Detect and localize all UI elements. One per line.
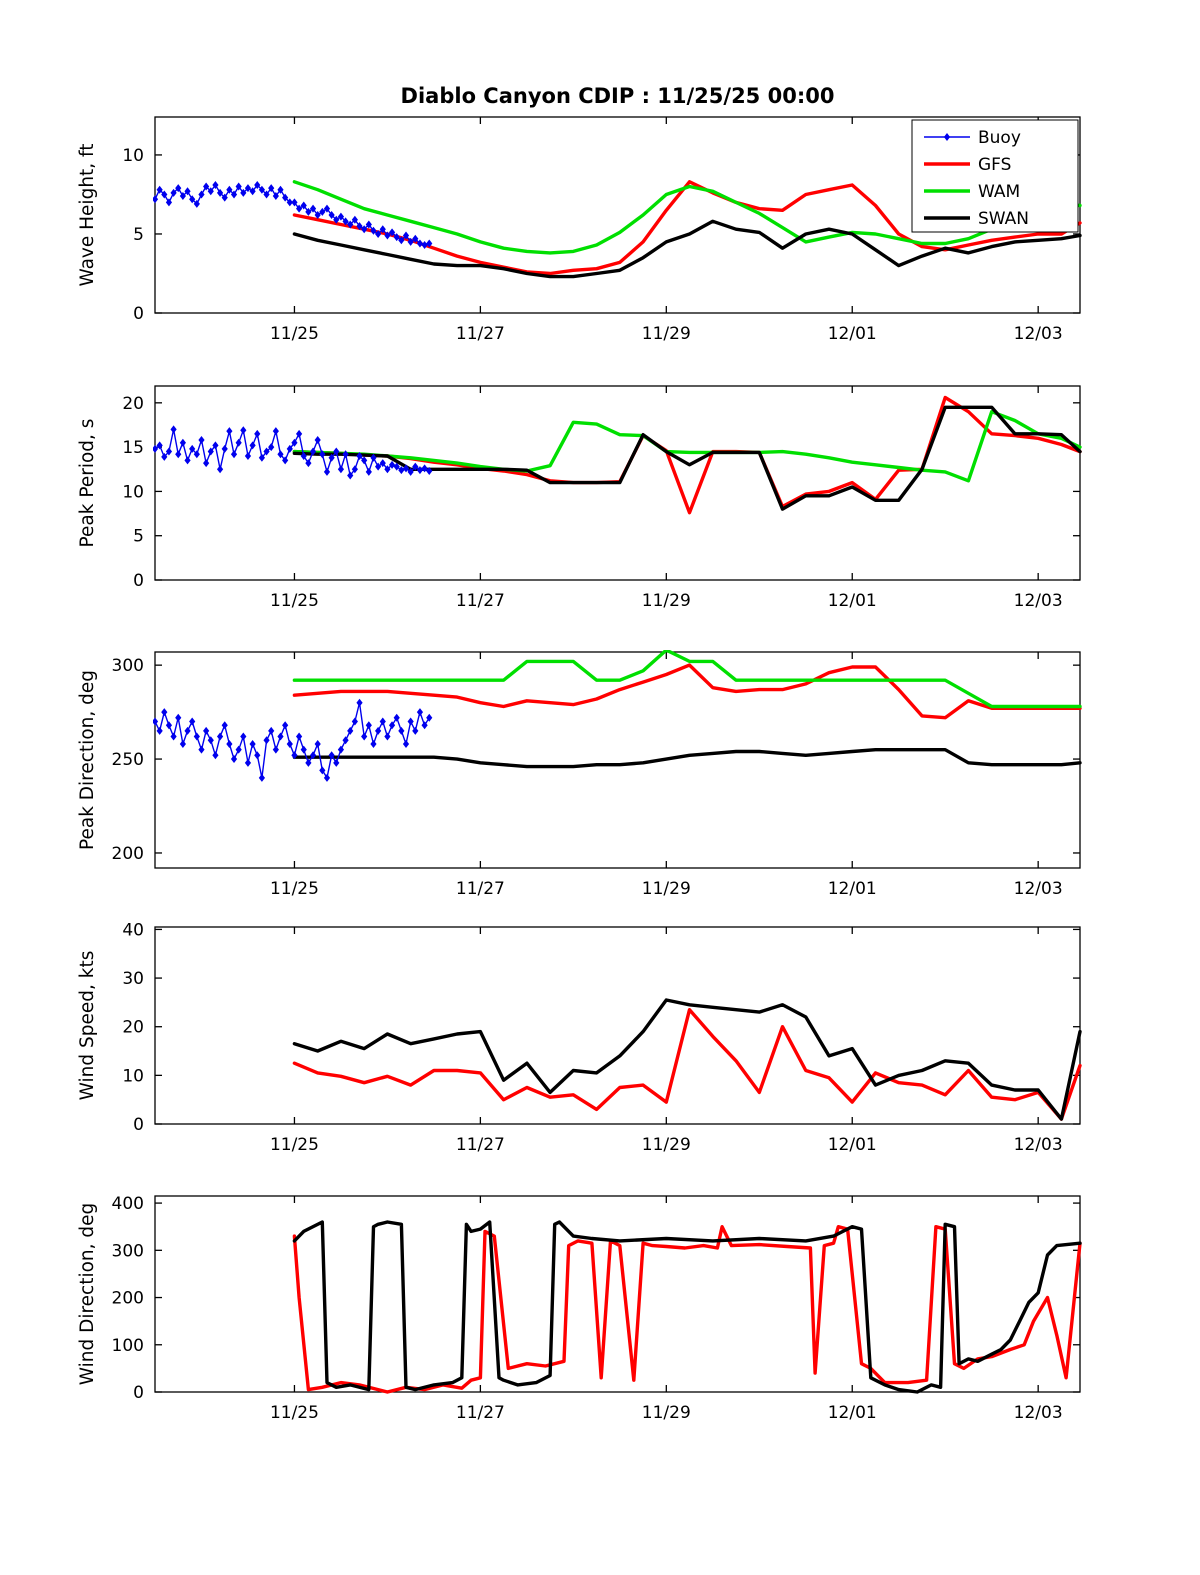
x-tick-label: 12/01 bbox=[828, 1403, 877, 1423]
y-tick-label: 10 bbox=[122, 482, 144, 502]
panel-peak-period: 11/25 11/27 11/29 12/01 12/03 0 5 10 15 20 Peak Pe… bbox=[77, 385, 1082, 611]
y-axis-label: Wave Height, ft bbox=[77, 143, 98, 286]
y-tick-label: 15 bbox=[122, 438, 144, 458]
x-tick-label: 12/03 bbox=[1014, 1135, 1063, 1155]
legend-marker-buoy bbox=[943, 133, 951, 141]
x-tick-label: 12/01 bbox=[828, 324, 877, 344]
panel-peak-direction: 11/25 11/27 11/29 12/01 12/03 200 250 300 Peak D… bbox=[77, 650, 1082, 899]
y-tick-label: 200 bbox=[112, 1289, 144, 1309]
y-tick-label: 40 bbox=[122, 920, 144, 940]
axes-box bbox=[154, 1195, 1081, 1393]
x-tick-label: 11/27 bbox=[456, 1403, 505, 1423]
series-swan-line bbox=[292, 1220, 1082, 1394]
x-tick-label: 11/27 bbox=[456, 591, 505, 611]
x-tick-label: 12/03 bbox=[1014, 324, 1063, 344]
axes-box bbox=[154, 116, 1081, 314]
legend-label: GFS bbox=[978, 155, 1011, 175]
series-wam-line bbox=[292, 410, 1082, 483]
x-tick-label: 11/29 bbox=[642, 591, 691, 611]
panel-wind-speed: 11/25 11/27 11/29 12/01 12/03 0 10 20 30 40 Wind S… bbox=[77, 920, 1082, 1155]
legend-label: Buoy bbox=[978, 128, 1021, 148]
legend-label: WAM bbox=[978, 182, 1020, 202]
series-wam-line bbox=[292, 650, 1082, 709]
y-tick-label: 20 bbox=[122, 394, 144, 414]
x-tick-label: 12/01 bbox=[828, 591, 877, 611]
x-tick-label: 12/01 bbox=[828, 1135, 877, 1155]
x-tick-label: 11/25 bbox=[270, 879, 319, 899]
y-tick-label: 300 bbox=[112, 656, 144, 676]
y-axis-label: Peak Period, s bbox=[77, 419, 98, 548]
y-tick-label: 0 bbox=[133, 1383, 144, 1403]
y-tick-label: 5 bbox=[133, 225, 144, 245]
y-tick-label: 10 bbox=[122, 1066, 144, 1086]
series-buoy-line bbox=[154, 702, 430, 779]
x-tick-label: 11/25 bbox=[270, 591, 319, 611]
x-tick-label: 11/29 bbox=[642, 1135, 691, 1155]
series-gfs-line bbox=[292, 663, 1082, 720]
panel-wave-height: 11/25 11/27 11/29 12/01 12/03 0 5 10 Wave Height… bbox=[77, 116, 1082, 344]
x-tick-label: 11/29 bbox=[642, 324, 691, 344]
y-tick-label: 200 bbox=[112, 844, 144, 864]
x-tick-label: 11/27 bbox=[456, 879, 505, 899]
legend-box bbox=[911, 119, 1079, 233]
x-tick-label: 11/27 bbox=[456, 324, 505, 344]
x-tick-label: 11/27 bbox=[456, 1135, 505, 1155]
y-axis-label: Wind Direction, deg bbox=[77, 1203, 98, 1386]
y-tick-label: 5 bbox=[133, 527, 144, 547]
y-tick-label: 300 bbox=[112, 1241, 144, 1261]
series-swan-line bbox=[292, 748, 1082, 769]
y-tick-label: 0 bbox=[133, 304, 144, 324]
series-gfs-line bbox=[292, 1008, 1082, 1121]
series-swan-line bbox=[292, 219, 1082, 279]
x-tick-label: 12/03 bbox=[1014, 879, 1063, 899]
x-tick-label: 11/25 bbox=[270, 324, 319, 344]
y-tick-label: 20 bbox=[122, 1018, 144, 1038]
x-tick-label: 12/03 bbox=[1014, 591, 1063, 611]
axes-box bbox=[154, 385, 1081, 581]
y-tick-label: 400 bbox=[112, 1194, 144, 1214]
axes-box bbox=[154, 926, 1081, 1125]
y-axis-label: Wind Speed, kts bbox=[77, 951, 98, 1101]
legend-label: SWAN bbox=[978, 209, 1029, 229]
buoy-markers bbox=[153, 698, 433, 782]
x-tick-label: 11/29 bbox=[642, 1403, 691, 1423]
y-tick-label: 250 bbox=[112, 750, 144, 770]
y-tick-label: 100 bbox=[112, 1336, 144, 1356]
series-gfs-line bbox=[292, 395, 1082, 515]
y-tick-label: 0 bbox=[133, 1115, 144, 1135]
legend: Buoy GFS WAM SWAN bbox=[911, 119, 1079, 233]
y-tick-label: 30 bbox=[122, 969, 144, 989]
x-tick-label: 12/03 bbox=[1014, 1403, 1063, 1423]
panel-wind-direction: 11/25 11/27 11/29 12/01 12/03 0 100 200 300 400 Wi… bbox=[77, 1194, 1082, 1423]
buoy-markers bbox=[153, 180, 433, 250]
y-tick-label: 10 bbox=[122, 146, 144, 166]
x-tick-label: 11/29 bbox=[642, 879, 691, 899]
chart-title: Diablo Canyon CDIP : 11/25/25 00:00 bbox=[400, 84, 835, 108]
x-tick-label: 12/01 bbox=[828, 879, 877, 899]
buoy-markers bbox=[153, 425, 433, 480]
series-swan-line bbox=[292, 998, 1082, 1121]
x-tick-label: 11/25 bbox=[270, 1135, 319, 1155]
series-gfs-line bbox=[292, 1224, 1082, 1394]
series-wam-line bbox=[292, 180, 1082, 255]
y-axis-label: Peak Direction, deg bbox=[77, 670, 98, 850]
x-tick-label: 11/25 bbox=[270, 1403, 319, 1423]
axes-box bbox=[154, 651, 1081, 869]
y-tick-label: 0 bbox=[133, 571, 144, 591]
